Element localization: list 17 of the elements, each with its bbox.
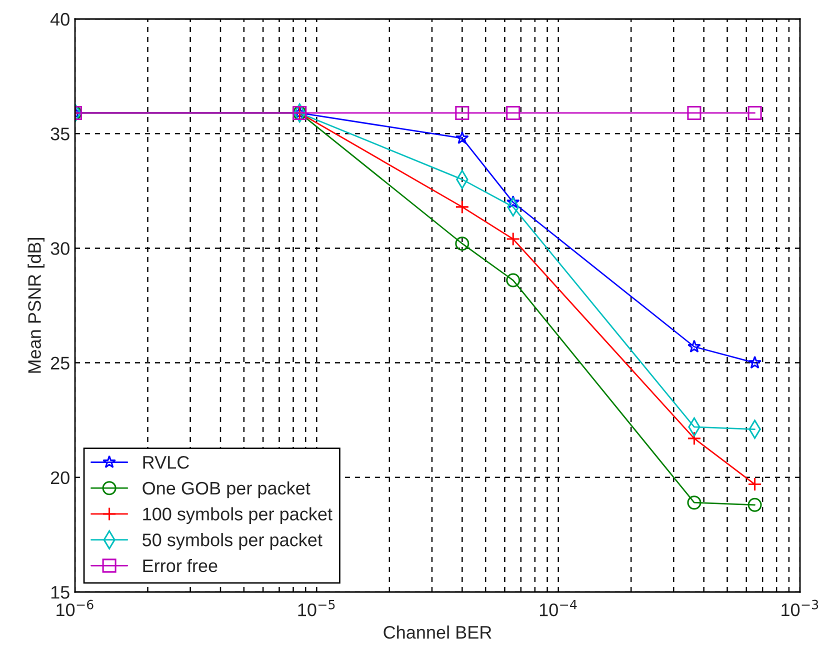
legend-label: RVLC <box>143 456 189 469</box>
x-tick-label: 10$^{−3}$ <box>782 600 818 616</box>
x-axis-title: Channel BER <box>384 626 492 639</box>
y-tick-label: 25 <box>50 356 70 370</box>
y-tick-label: 20 <box>50 471 70 484</box>
legend-label: One GOB per packet <box>142 481 310 498</box>
x-tick-label: 10$^{−4}$ <box>540 600 577 616</box>
y-tick-label: 35 <box>50 128 70 140</box>
legend-label: 50 symbols per packet <box>142 533 322 550</box>
x-tick-label: 10$^{−5}$ <box>298 600 335 616</box>
y-tick-label: 30 <box>50 242 70 255</box>
legend-label: 100 symbols per packet <box>143 507 332 524</box>
x-tick-label: 10$^{−6}$ <box>56 600 94 616</box>
y-tick-label: 15 <box>51 586 70 599</box>
y-axis-title: Mean PSNR [dB] <box>28 238 44 373</box>
y-tick-label: 40 <box>50 12 70 26</box>
legend-label: Error free <box>143 558 218 572</box>
